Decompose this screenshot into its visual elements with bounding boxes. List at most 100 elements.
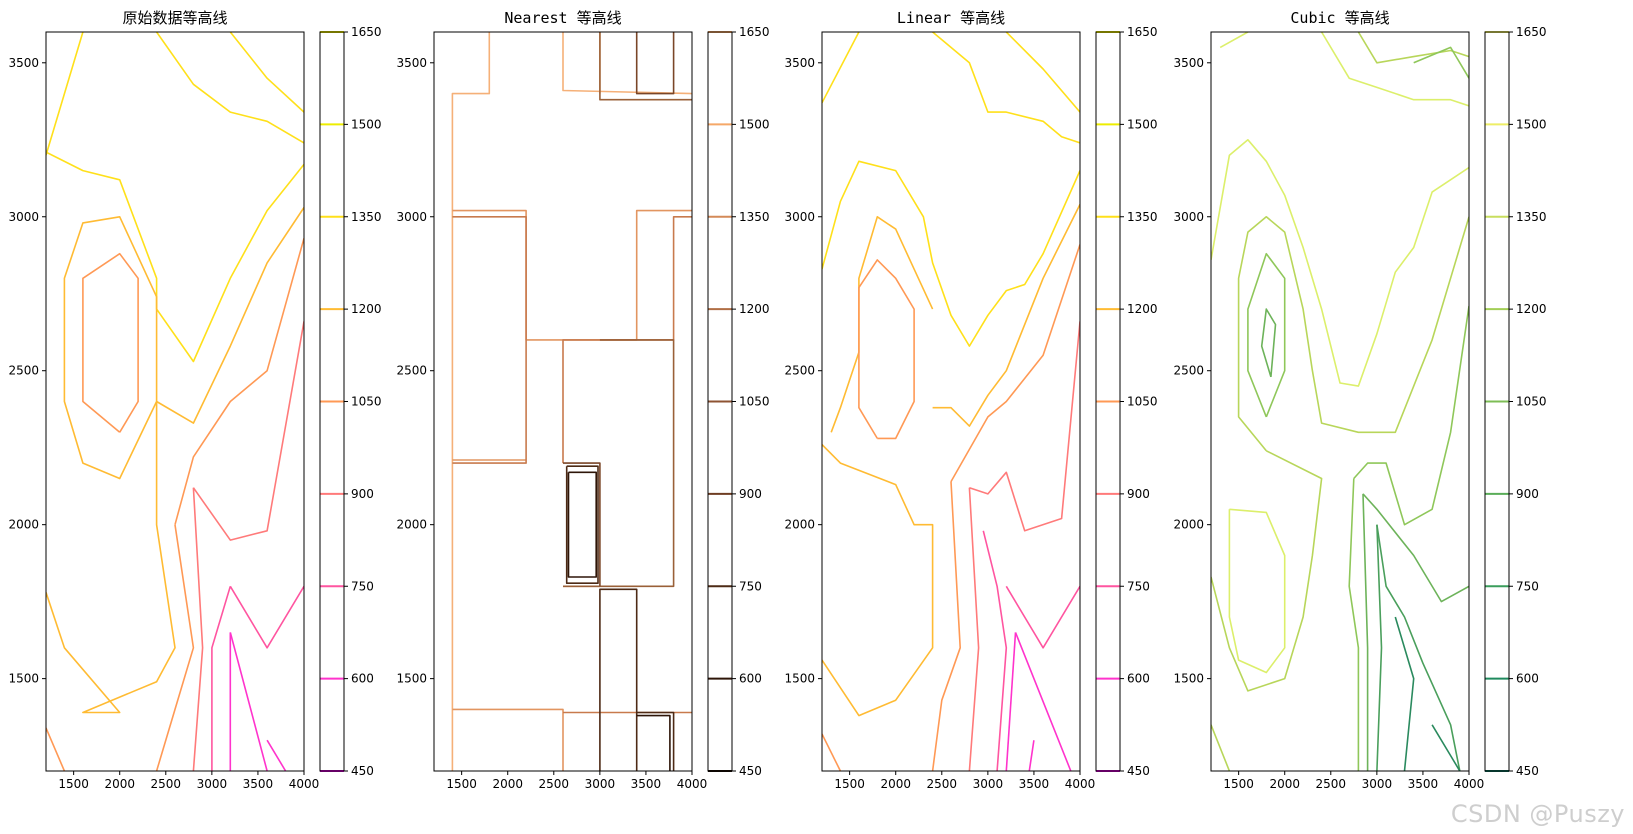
colorbar-frame [707,31,733,772]
x-tick-label: 2000 [880,777,911,791]
colorbar: 450 600 750 900 1050 1200 1350 1500 1650 [319,25,382,778]
y-tick-label: 3500 [396,56,427,70]
contour-line-600 [636,714,671,771]
axes-frame [45,31,305,772]
x-tick-label: 3000 [973,777,1004,791]
contour-lines [822,32,1080,771]
watermark: CSDN @Puszy [1450,800,1625,828]
y-tick-label: 1500 [1173,672,1204,686]
contour-line-750 [229,632,268,771]
contour-line-1500 [1005,32,1080,113]
contour-line-1200 [174,238,304,525]
contour-line-1350 [156,207,304,424]
contour-line-1500 [229,32,304,113]
y-tick-label: 2000 [784,518,815,532]
colorbar-tick-label: 900 [1127,487,1150,501]
x-tick-label: 3500 [243,777,274,791]
colorbar-tick-label: 1200 [1516,302,1547,316]
chart-title: Linear 等高线 [897,9,1005,27]
contour-lines [46,32,304,771]
x-tick-label: 4000 [1065,777,1096,791]
chart-title: 原始数据等高线 [122,9,227,27]
colorbar-tick-label: 600 [1127,672,1150,686]
x-tick-label: 3500 [631,777,662,791]
y-tick-label: 3500 [1173,56,1204,70]
contour-line-900 [1376,524,1383,771]
contour-line-1350 [830,216,934,433]
y-tick-label: 2000 [1173,518,1204,532]
contour-line-1050 [968,487,980,771]
colorbar-tick-label: 1050 [351,395,382,409]
colorbar: 450 600 750 900 1050 1200 1350 1500 1650 [1095,25,1158,778]
x-tick-label: 4000 [1454,777,1485,791]
contour-line-1050 [1260,308,1277,378]
contour-lines [1211,32,1469,771]
x-tick-label: 2000 [1269,777,1300,791]
colorbar-tick-label: 1200 [1127,302,1158,316]
contour-line-1500 [1320,32,1469,107]
x-tick-label: 3500 [1019,777,1050,791]
y-tick-label: 1500 [784,672,815,686]
contour-line-900 [635,32,675,95]
contour-line-750 [1005,632,1017,771]
contour-line-1350 [452,209,692,341]
contour-line-1350 [63,216,158,480]
colorbar-tick-label: 900 [1516,487,1539,501]
colorbar-frame [1484,31,1510,772]
colorbar-tick-label: 900 [351,487,374,501]
contour-line-750 [1431,724,1461,771]
colorbar-tick-label: 1350 [1516,210,1547,224]
x-tick-label: 3500 [1408,777,1439,791]
contour-line-1500 [822,160,1080,347]
colorbar-tick-label: 1350 [1127,210,1158,224]
contour-line-900 [982,530,1008,771]
colorbar-tick-label: 1650 [1127,25,1158,39]
contour-line-1050 [1362,493,1369,771]
contour-line-1500 [1211,139,1469,387]
colorbar-tick-label: 450 [1127,764,1150,778]
colorbar-tick-label: 1350 [351,210,382,224]
y-tick-label: 3500 [8,56,39,70]
chart-title: Nearest 等高线 [504,9,621,27]
contour-line-1050 [192,487,204,771]
x-tick-label: 1500 [1223,777,1254,791]
colorbar-tick-label: 1200 [351,302,382,316]
axes-frame [1210,31,1470,772]
contour-line-1200 [950,244,1080,482]
contour-line-750 [1394,616,1415,771]
x-tick-label: 3000 [585,777,616,791]
contour-line-1050 [192,321,304,541]
colorbar-tick-label: 1500 [1516,117,1547,131]
y-tick-label: 3000 [1173,210,1204,224]
contour-line-1500 [46,32,84,156]
colorbar: 450 600 750 900 1050 1200 1350 1500 1650 [707,25,770,778]
y-tick-label: 2000 [8,518,39,532]
contour-line-900 [563,462,601,587]
colorbar-tick-label: 600 [739,672,762,686]
colorbar-frame [1095,31,1121,772]
contour-line-900 [229,585,304,649]
x-tick-label: 2500 [1316,777,1347,791]
contour-line-1050 [563,339,675,588]
contour-line-750 [1028,740,1035,771]
colorbar-tick-label: 450 [739,764,762,778]
x-tick-label: 3000 [1362,777,1393,791]
x-tick-label: 1500 [446,777,477,791]
y-tick-label: 2500 [1173,364,1204,378]
contour-line-1200 [1413,46,1469,79]
y-tick-label: 2500 [8,364,39,378]
contour-line-1200 [931,481,961,771]
contour-line-1350 [46,401,176,714]
colorbar-tick-label: 1050 [1516,395,1547,409]
contour-line-1500 [451,32,491,771]
contour-line-1350 [1237,216,1469,452]
chart-panel: Linear 等高线 1500 2000 2500 3000 3500 4000 1500 20… [784,9,1157,791]
y-tick-label: 1500 [8,672,39,686]
contour-line-1500 [155,32,304,144]
contour-lines [451,32,692,771]
colorbar-tick-label: 1350 [739,210,770,224]
axes-frame [821,31,1081,772]
chart-panel: 原始数据等高线 1500 2000 2500 3000 3500 4000 1500 2000 2… [8,9,381,791]
y-tick-label: 2500 [784,364,815,378]
